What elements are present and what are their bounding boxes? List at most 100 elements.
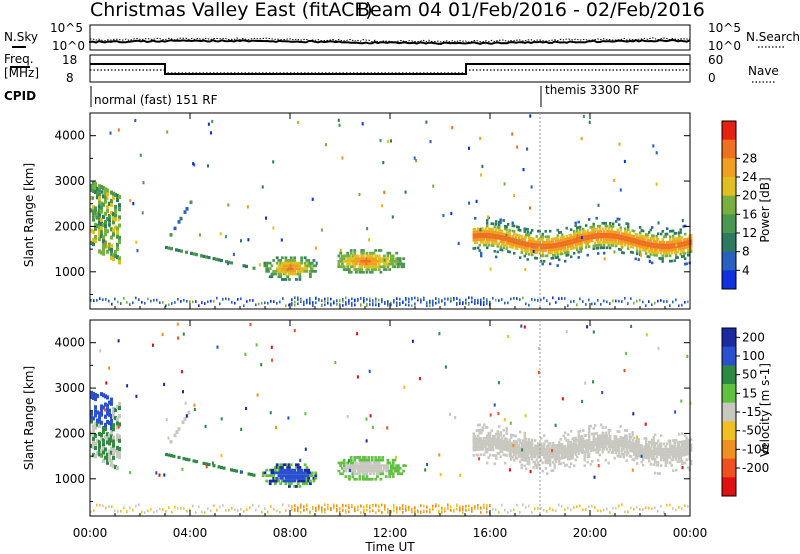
data-cell	[652, 250, 655, 254]
data-cell	[104, 408, 106, 412]
data-cell	[660, 458, 663, 462]
data-cell	[556, 253, 559, 256]
data-cell	[168, 506, 170, 509]
data-cell	[649, 449, 652, 452]
data-cell	[390, 472, 393, 476]
data-cell	[505, 445, 508, 449]
data-cell	[544, 249, 547, 252]
data-cell	[305, 466, 309, 469]
data-cell	[616, 217, 619, 221]
data-cell	[524, 267, 527, 272]
data-cell	[495, 239, 498, 242]
data-cell	[96, 299, 98, 302]
data-cell	[576, 242, 579, 246]
data-cell	[570, 448, 573, 452]
data-cell	[346, 461, 350, 465]
data-cell	[649, 250, 652, 254]
data-cell	[327, 507, 329, 510]
data-cell	[534, 444, 537, 448]
data-cell	[517, 454, 520, 458]
data-cell	[489, 448, 492, 451]
data-cell	[624, 238, 627, 241]
data-cell	[607, 230, 610, 233]
data-cell	[279, 267, 283, 270]
data-cell	[540, 298, 542, 302]
data-cell	[102, 186, 105, 191]
data-cell	[670, 453, 673, 456]
data-cell	[456, 297, 458, 300]
data-cell	[510, 242, 513, 246]
data-cell	[92, 229, 95, 234]
data-cell	[648, 443, 651, 447]
data-cell	[625, 236, 628, 239]
data-cell	[180, 249, 183, 253]
data-cell	[304, 412, 307, 416]
data-cell	[633, 243, 636, 247]
data-cell	[291, 259, 295, 262]
data-cell	[376, 475, 379, 478]
data-cell	[213, 299, 215, 303]
data-cell	[472, 440, 475, 444]
data-cell	[321, 299, 323, 303]
data-cell	[559, 446, 562, 449]
data-cell	[112, 216, 115, 221]
data-cell	[631, 251, 634, 254]
data-cell	[200, 254, 203, 258]
data-cell	[628, 231, 631, 234]
data-cell	[351, 461, 355, 465]
data-cell	[555, 509, 557, 512]
data-cell	[110, 450, 113, 455]
data-cell	[116, 449, 119, 454]
data-cell	[600, 509, 602, 513]
data-cell	[531, 237, 534, 240]
data-cell	[341, 257, 344, 260]
data-cell	[652, 245, 655, 249]
data-cell	[341, 461, 344, 465]
data-cell	[383, 190, 386, 194]
data-cell	[381, 458, 385, 462]
data-cell	[679, 459, 682, 463]
data-cell	[493, 437, 496, 441]
data-cell	[576, 234, 579, 238]
data-cell	[564, 248, 567, 252]
data-cell	[604, 442, 607, 446]
data-cell	[175, 430, 179, 434]
data-cell	[90, 510, 92, 514]
data-cell	[558, 258, 561, 262]
data-cell	[532, 240, 535, 243]
data-cell	[631, 234, 634, 238]
data-cell	[644, 422, 647, 426]
data-cell	[631, 245, 634, 249]
data-cell	[523, 254, 526, 258]
data-cell	[293, 264, 297, 268]
data-cell	[486, 298, 488, 301]
data-cell	[496, 250, 499, 254]
data-cell	[474, 217, 477, 220]
data-cell	[543, 447, 546, 451]
colorbar-segment	[722, 421, 736, 441]
data-cell	[314, 474, 318, 477]
data-cell	[655, 237, 658, 241]
data-cell	[565, 455, 568, 459]
data-cell	[588, 245, 591, 248]
data-cell	[687, 466, 690, 469]
power-plot-bg	[90, 113, 690, 309]
data-cell	[601, 221, 604, 225]
data-cell	[288, 466, 291, 469]
data-cell	[459, 507, 461, 510]
data-cell	[615, 443, 618, 447]
data-cell	[568, 441, 571, 444]
data-cell	[397, 472, 400, 476]
data-cell	[564, 431, 567, 435]
data-cell	[481, 238, 484, 241]
data-cell	[231, 300, 233, 304]
data-cell	[477, 434, 480, 438]
data-cell	[646, 445, 649, 449]
data-cell	[585, 232, 588, 236]
data-cell	[648, 506, 650, 510]
data-cell	[558, 457, 561, 460]
data-cell	[108, 437, 111, 442]
data-cell	[627, 241, 630, 245]
data-cell	[573, 235, 576, 239]
